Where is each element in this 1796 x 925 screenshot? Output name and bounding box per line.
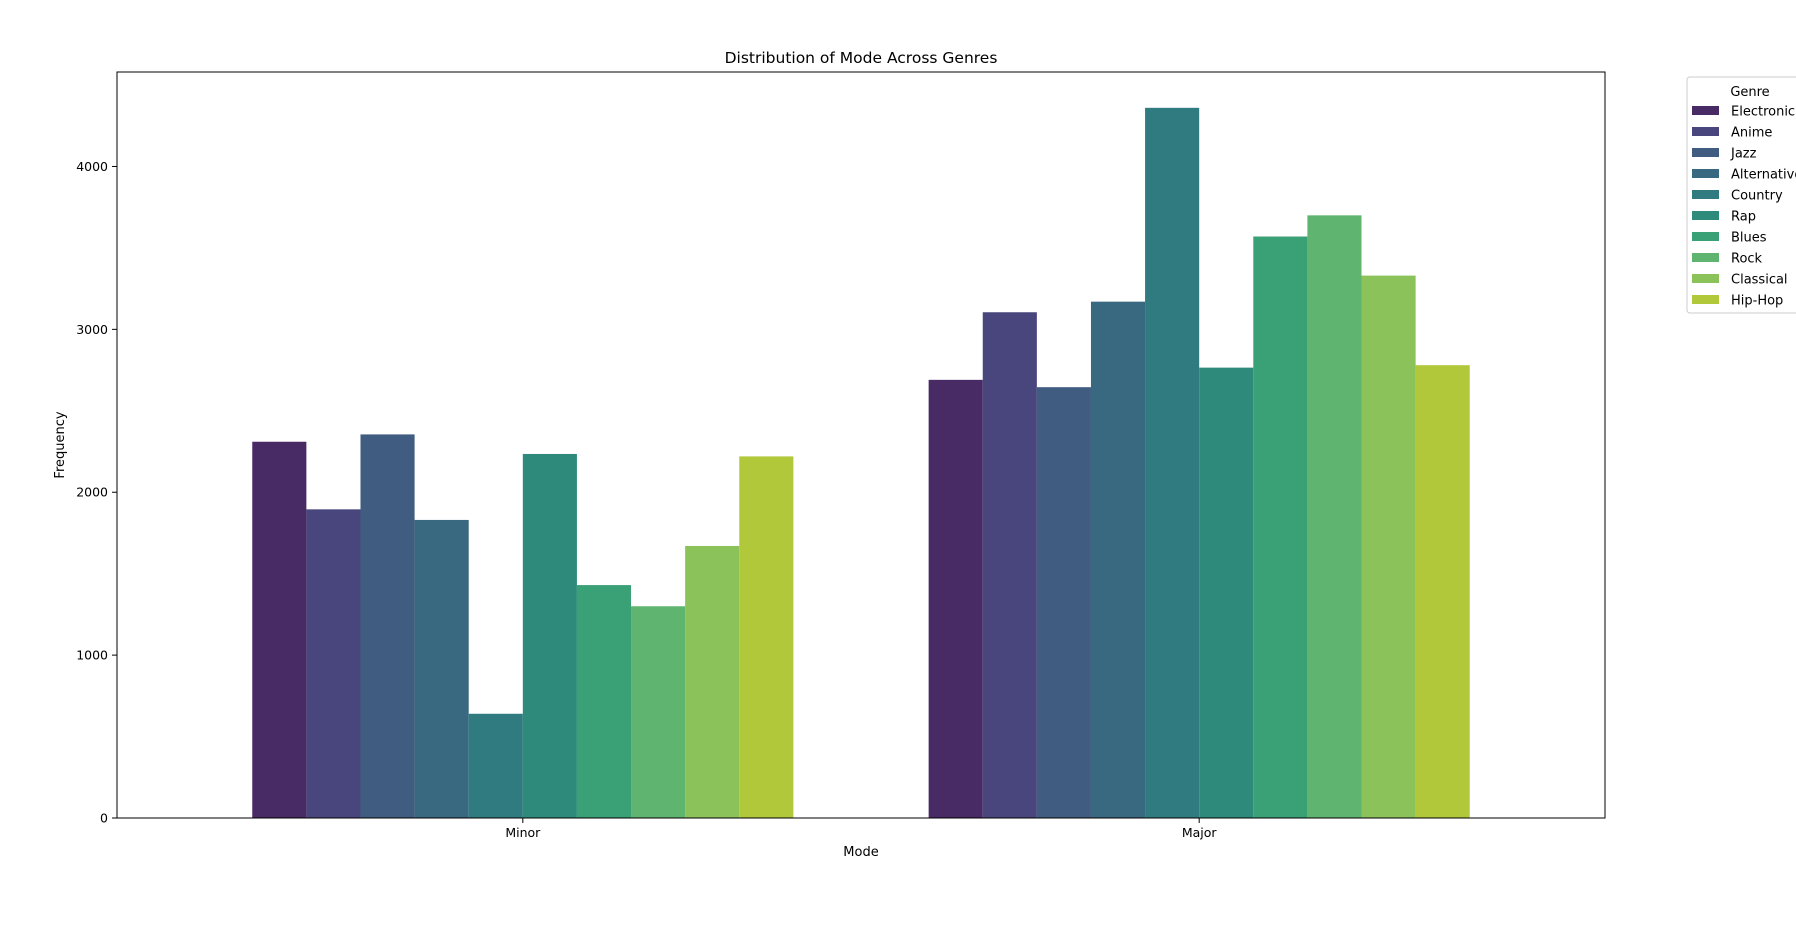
y-tick-label: 2000	[76, 485, 108, 500]
legend-swatch-blues	[1692, 232, 1719, 241]
legend-label-alternative: Alternative	[1731, 168, 1796, 183]
legend-title: Genre	[1730, 85, 1769, 100]
bar-alternative-major	[1090, 301, 1146, 818]
x-tick-label: Major	[1182, 825, 1218, 840]
bar-classical-major	[1361, 275, 1416, 819]
legend: Genre Electronic Anime Jazz Alternative Coun…	[1686, 76, 1796, 314]
bar-alternative-minor	[414, 519, 469, 818]
legend-swatch-electronic	[1692, 106, 1719, 115]
y-axis: 0 1000 2000 3000 4000	[76, 159, 117, 826]
bar-blues-major	[1253, 236, 1308, 818]
legend-entries: Electronic Anime Jazz Alternative Country Rap…	[1692, 105, 1796, 309]
x-tick-label: Minor	[505, 825, 541, 840]
bar-electronic-minor	[252, 441, 307, 818]
y-tick-label: 4000	[76, 159, 108, 174]
legend-label-rock: Rock	[1731, 252, 1763, 267]
bar-hip-hop-major	[1415, 365, 1470, 818]
bar-classical-minor	[685, 545, 740, 818]
bar-jazz-minor	[360, 434, 415, 818]
legend-label-rap: Rap	[1731, 210, 1756, 225]
bar-electronic-major	[928, 379, 983, 818]
legend-label-blues: Blues	[1731, 231, 1767, 246]
legend-swatch-alternative	[1692, 169, 1719, 178]
legend-swatch-anime	[1692, 127, 1719, 136]
x-axis: Minor Major	[505, 818, 1217, 840]
y-tick-label: 3000	[76, 322, 108, 337]
legend-label-country: Country	[1731, 189, 1783, 204]
legend-label-electronic: Electronic	[1731, 105, 1795, 120]
legend-label-jazz: Jazz	[1730, 147, 1757, 162]
bar-anime-minor	[306, 509, 361, 818]
legend-swatch-classical	[1692, 274, 1719, 283]
bar-anime-major	[982, 312, 1037, 818]
bar-rap-minor	[522, 453, 577, 818]
chart-title: Distribution of Mode Across Genres	[725, 49, 998, 67]
y-axis-label: Frequency	[53, 411, 68, 478]
bar-hip-hop-minor	[739, 456, 794, 818]
legend-swatch-rock	[1692, 253, 1719, 262]
bars-layer	[252, 107, 1470, 819]
legend-label-classical: Classical	[1731, 273, 1788, 288]
legend-swatch-jazz	[1692, 148, 1719, 157]
x-axis-label: Mode	[843, 845, 878, 860]
bar-country-major	[1145, 107, 1200, 818]
bar-country-minor	[468, 713, 523, 818]
y-tick-label: 0	[100, 811, 108, 826]
bar-rap-major	[1199, 367, 1254, 818]
bar-rock-minor	[631, 606, 686, 818]
plot-frame	[116, 71, 1606, 819]
legend-swatch-rap	[1692, 211, 1719, 220]
bar-blues-minor	[576, 585, 632, 818]
legend-swatch-country	[1692, 190, 1719, 199]
legend-swatch-hip-hop	[1692, 295, 1719, 304]
bar-rock-major	[1307, 215, 1362, 819]
y-tick-label: 1000	[76, 648, 108, 663]
bar-jazz-major	[1036, 387, 1091, 818]
legend-label-hip-hop: Hip-Hop	[1731, 294, 1783, 309]
legend-label-anime: Anime	[1731, 126, 1772, 141]
